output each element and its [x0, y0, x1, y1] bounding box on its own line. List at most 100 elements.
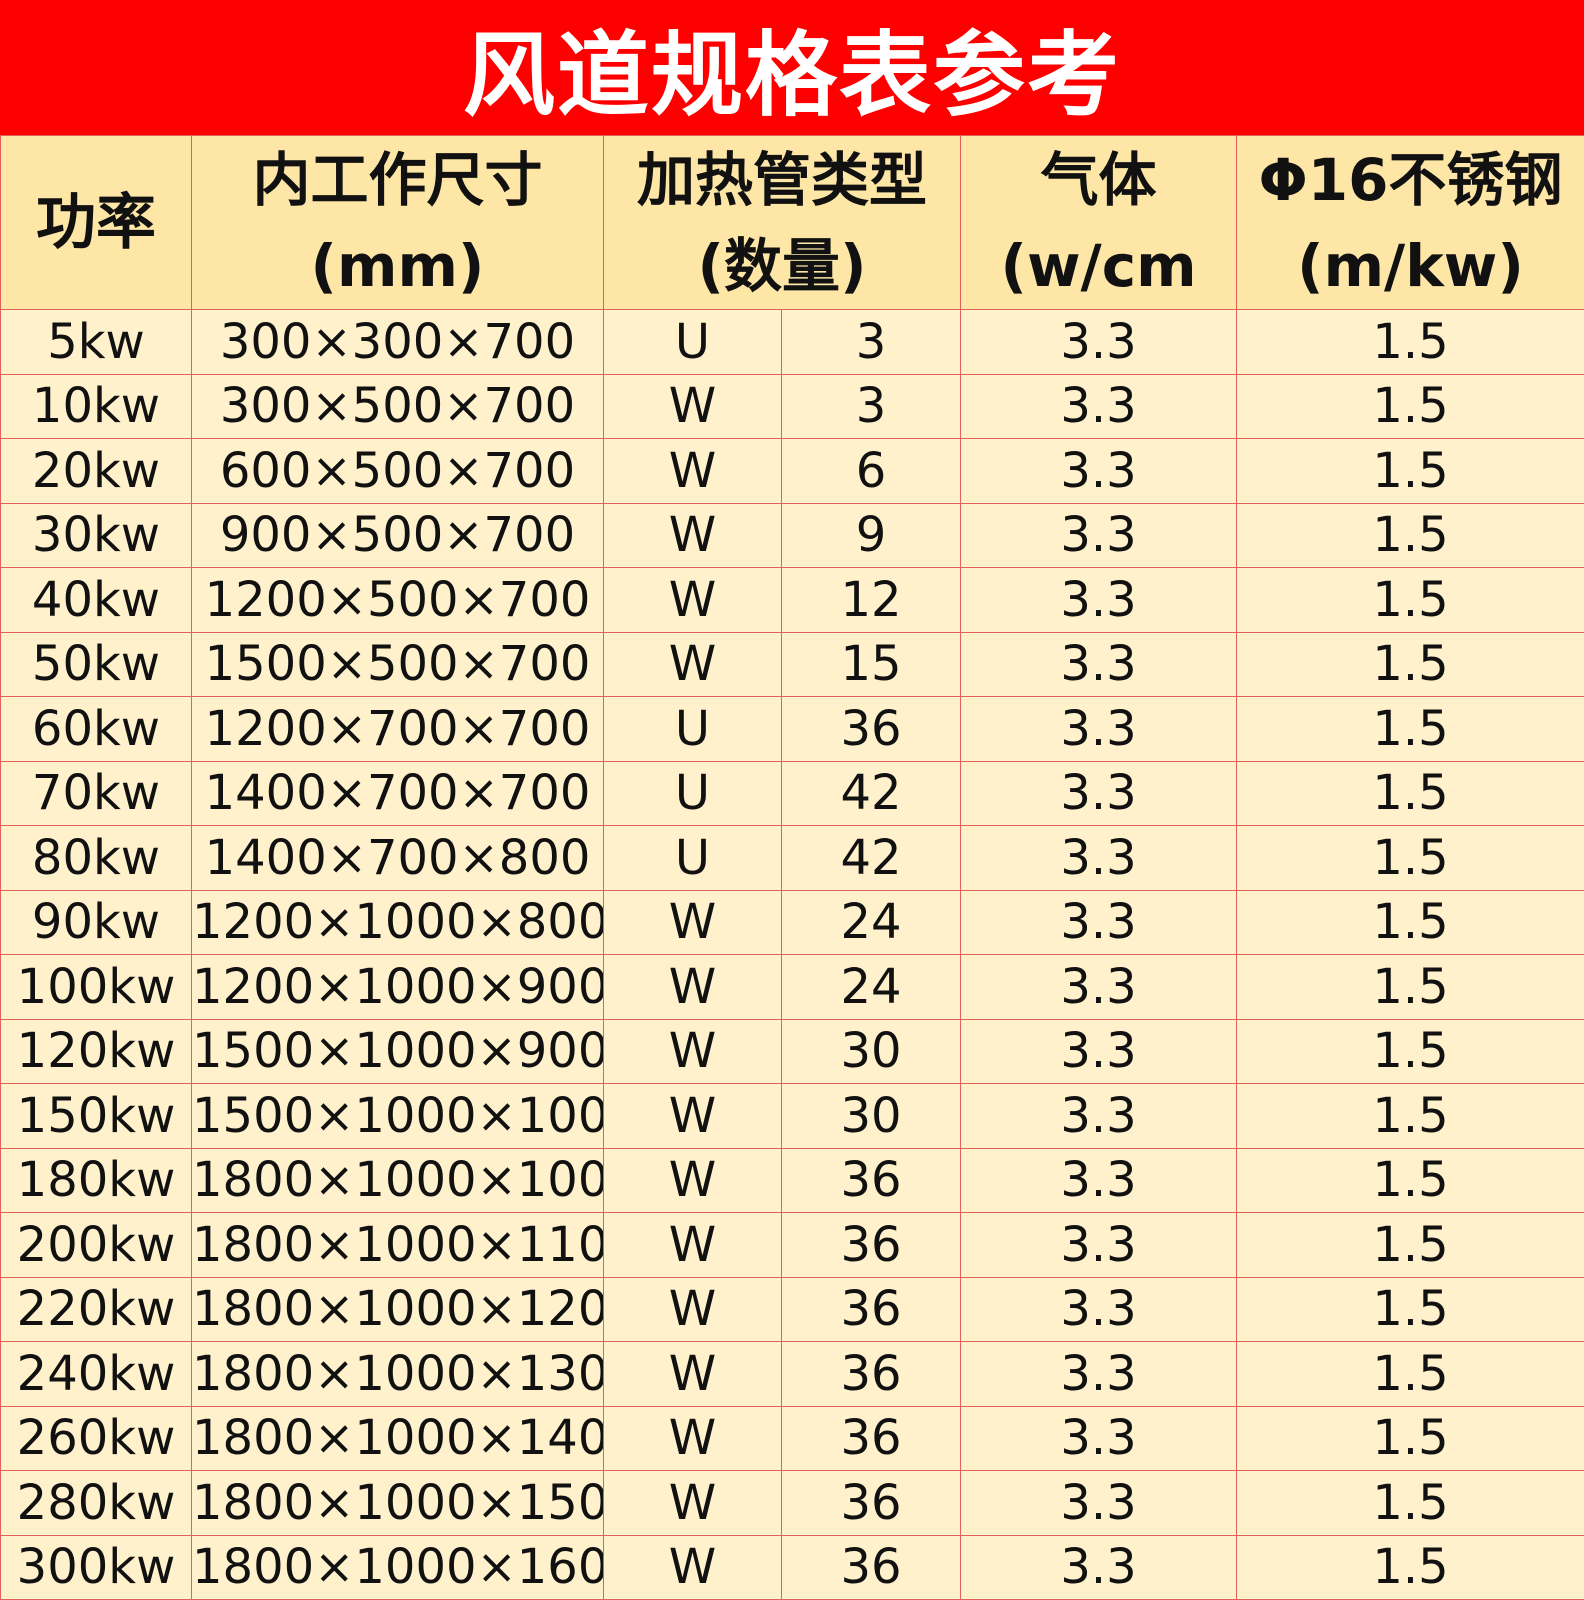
- header-size-l2: (mm): [310, 231, 485, 300]
- cell-size: 1200×500×700: [191, 567, 604, 633]
- cell-tube-type: U: [603, 309, 782, 375]
- table-row: 120kw 1500×1000×900 W 30 3.3 1.5: [0, 1018, 1584, 1084]
- cell-steel: 1.5: [1236, 889, 1584, 955]
- cell-steel: 1.5: [1236, 1147, 1584, 1213]
- cell-tube-type: W: [603, 373, 782, 439]
- cell-tube-type: W: [603, 1534, 782, 1600]
- cell-steel: 1.5: [1236, 760, 1584, 826]
- cell-steel: 1.5: [1236, 954, 1584, 1020]
- header-gas: 气体 (w/cm: [960, 135, 1238, 310]
- header-size: 内工作尺寸 (mm): [191, 135, 604, 310]
- cell-power: 180kw: [0, 1147, 192, 1213]
- cell-steel: 1.5: [1236, 1212, 1584, 1278]
- cell-gas: 3.3: [960, 631, 1238, 697]
- cell-tube-count: 30: [780, 1083, 962, 1149]
- cell-size: 300×500×700: [191, 373, 604, 439]
- table-row: 300kw 1800×1000×1600 W 36 3.3 1.5: [0, 1534, 1584, 1600]
- cell-tube-count: 36: [780, 1341, 962, 1407]
- cell-tube-count: 3: [780, 373, 962, 439]
- cell-power: 200kw: [0, 1212, 192, 1278]
- cell-size: 1800×1000×1500: [191, 1470, 604, 1536]
- cell-size: 300×300×700: [191, 309, 604, 375]
- cell-power: 50kw: [0, 631, 192, 697]
- table-row: 20kw 600×500×700 W 6 3.3 1.5: [0, 438, 1584, 504]
- table-row: 80kw 1400×700×800 U 42 3.3 1.5: [0, 825, 1584, 891]
- cell-steel: 1.5: [1236, 1405, 1584, 1471]
- table-row: 150kw 1500×1000×1000 W 30 3.3 1.5: [0, 1083, 1584, 1149]
- cell-power: 5kw: [0, 309, 192, 375]
- cell-gas: 3.3: [960, 696, 1238, 762]
- cell-size: 1800×1000×1000: [191, 1147, 604, 1213]
- cell-steel: 1.5: [1236, 825, 1584, 891]
- cell-power: 260kw: [0, 1405, 192, 1471]
- cell-power: 40kw: [0, 567, 192, 633]
- cell-gas: 3.3: [960, 889, 1238, 955]
- table-row: 240kw 1800×1000×1300 W 36 3.3 1.5: [0, 1341, 1584, 1407]
- table-row: 200kw 1800×1000×1100 W 36 3.3 1.5: [0, 1212, 1584, 1278]
- table-row: 280kw 1800×1000×1500 W 36 3.3 1.5: [0, 1470, 1584, 1536]
- cell-size: 1800×1000×1200: [191, 1276, 604, 1342]
- cell-gas: 3.3: [960, 1470, 1238, 1536]
- cell-steel: 1.5: [1236, 1018, 1584, 1084]
- cell-gas: 3.3: [960, 1534, 1238, 1600]
- cell-steel: 1.5: [1236, 696, 1584, 762]
- cell-size: 1400×700×800: [191, 825, 604, 891]
- cell-size: 1200×1000×900: [191, 954, 604, 1020]
- cell-tube-type: W: [603, 1341, 782, 1407]
- cell-size: 1500×500×700: [191, 631, 604, 697]
- cell-size: 900×500×700: [191, 502, 604, 568]
- cell-tube-count: 36: [780, 1276, 962, 1342]
- table-row: 180kw 1800×1000×1000 W 36 3.3 1.5: [0, 1147, 1584, 1213]
- cell-gas: 3.3: [960, 502, 1238, 568]
- header-size-l1: 内工作尺寸: [252, 145, 543, 214]
- table-row: 40kw 1200×500×700 W 12 3.3 1.5: [0, 567, 1584, 633]
- cell-power: 80kw: [0, 825, 192, 891]
- cell-gas: 3.3: [960, 1341, 1238, 1407]
- cell-tube-type: W: [603, 1470, 782, 1536]
- cell-tube-count: 42: [780, 825, 962, 891]
- cell-tube-count: 6: [780, 438, 962, 504]
- table-row: 100kw 1200×1000×900 W 24 3.3 1.5: [0, 954, 1584, 1020]
- table-row: 5kw 300×300×700 U 3 3.3 1.5: [0, 309, 1584, 375]
- cell-tube-type: W: [603, 1018, 782, 1084]
- cell-size: 1200×1000×800: [191, 889, 604, 955]
- cell-gas: 3.3: [960, 1147, 1238, 1213]
- header-gas-l1: 气体: [1040, 145, 1157, 214]
- cell-tube-count: 36: [780, 1534, 962, 1600]
- cell-tube-type: W: [603, 1276, 782, 1342]
- cell-steel: 1.5: [1236, 373, 1584, 439]
- cell-tube-count: 9: [780, 502, 962, 568]
- cell-size: 1200×700×700: [191, 696, 604, 762]
- cell-steel: 1.5: [1236, 567, 1584, 633]
- table-row: 70kw 1400×700×700 U 42 3.3 1.5: [0, 760, 1584, 826]
- header-steel-l1: Φ16不锈钢: [1258, 145, 1563, 214]
- cell-tube-count: 24: [780, 954, 962, 1020]
- cell-tube-type: W: [603, 1212, 782, 1278]
- cell-power: 150kw: [0, 1083, 192, 1149]
- cell-steel: 1.5: [1236, 502, 1584, 568]
- header-steel-l2: (m/kw): [1297, 231, 1524, 300]
- cell-steel: 1.5: [1236, 438, 1584, 504]
- cell-power: 240kw: [0, 1341, 192, 1407]
- cell-tube-count: 30: [780, 1018, 962, 1084]
- cell-power: 10kw: [0, 373, 192, 439]
- cell-tube-type: U: [603, 696, 782, 762]
- cell-steel: 1.5: [1236, 1276, 1584, 1342]
- cell-gas: 3.3: [960, 1018, 1238, 1084]
- cell-power: 60kw: [0, 696, 192, 762]
- cell-tube-type: W: [603, 567, 782, 633]
- cell-power: 90kw: [0, 889, 192, 955]
- cell-power: 120kw: [0, 1018, 192, 1084]
- table-row: 260kw 1800×1000×1400 W 36 3.3 1.5: [0, 1405, 1584, 1471]
- cell-tube-count: 36: [780, 1212, 962, 1278]
- cell-power: 20kw: [0, 438, 192, 504]
- cell-size: 1500×1000×900: [191, 1018, 604, 1084]
- table-row: 60kw 1200×700×700 U 36 3.3 1.5: [0, 696, 1584, 762]
- cell-gas: 3.3: [960, 954, 1238, 1020]
- cell-tube-count: 3: [780, 309, 962, 375]
- header-power: 功率: [0, 135, 192, 310]
- cell-gas: 3.3: [960, 1405, 1238, 1471]
- cell-tube-type: W: [603, 1405, 782, 1471]
- spec-table: 功率 内工作尺寸 (mm) 加热管类型 (数量) 气体 (w/cm Φ16不锈钢 (m/…: [0, 135, 1584, 1600]
- cell-tube-type: W: [603, 1083, 782, 1149]
